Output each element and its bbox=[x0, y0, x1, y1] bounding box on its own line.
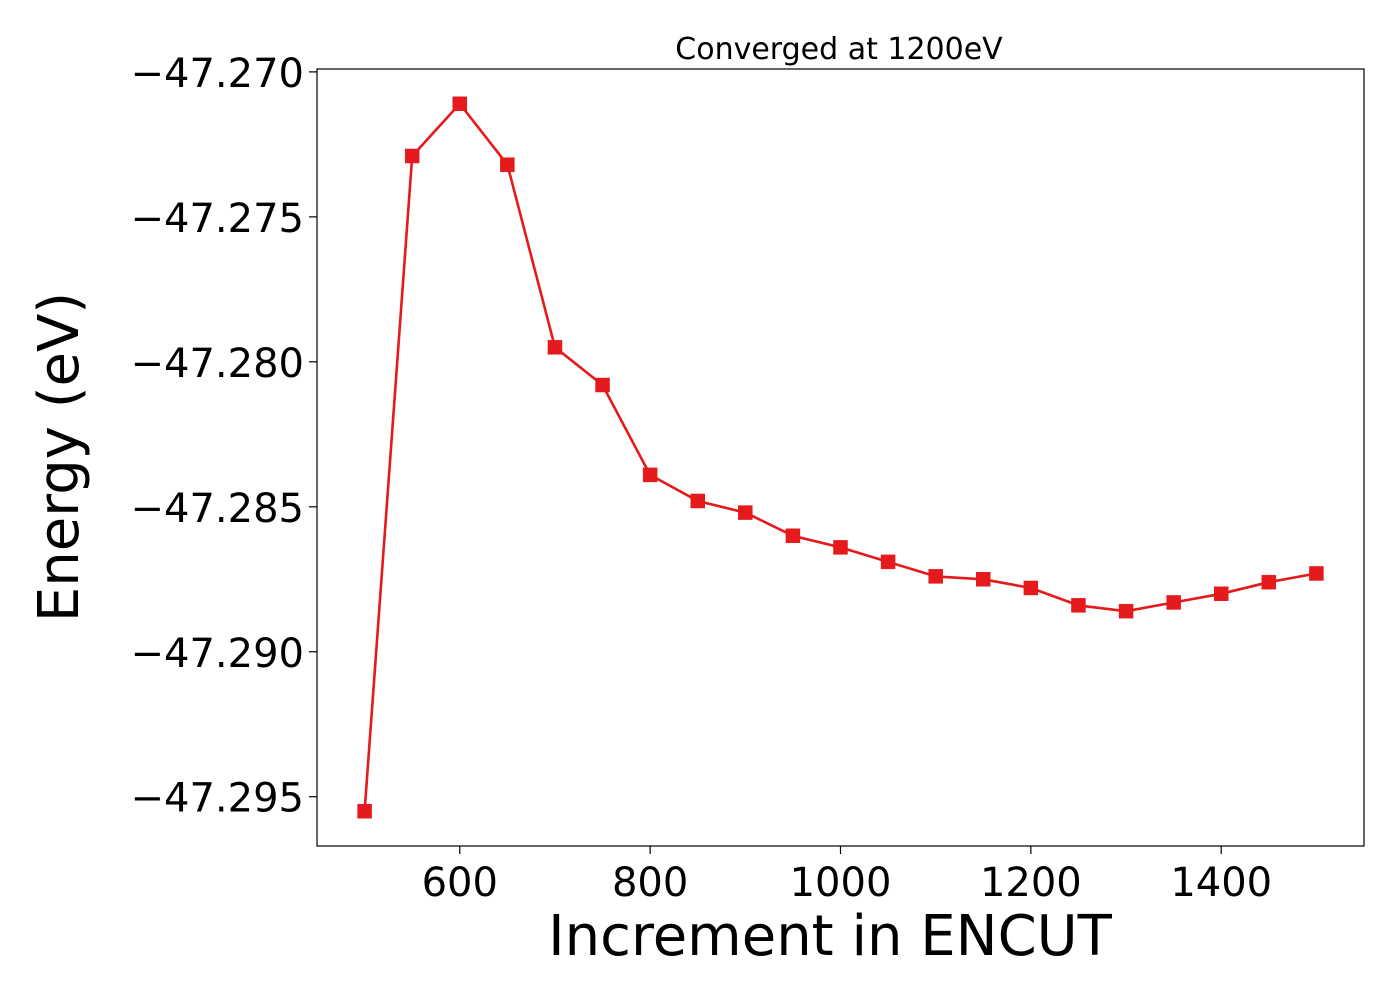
y-tick-label: −47.280 bbox=[131, 341, 304, 387]
data-point-marker bbox=[547, 340, 563, 355]
y-axis: −47.270 −47.275 −47.280 −47.285 −47.290 −47.2… bbox=[131, 51, 317, 822]
data-point-marker bbox=[1071, 598, 1086, 613]
x-tick-label: 1000 bbox=[790, 860, 892, 906]
data-point-marker bbox=[500, 157, 515, 172]
y-tick-label: −47.295 bbox=[131, 776, 304, 822]
data-point-marker bbox=[642, 467, 658, 483]
chart-title: Converged at 1200eV bbox=[675, 32, 1003, 67]
plot-area bbox=[316, 68, 1365, 847]
x-tick-label: 800 bbox=[612, 860, 688, 906]
y-tick-label: −47.285 bbox=[131, 486, 304, 532]
data-point-marker bbox=[1213, 586, 1229, 602]
y-tick-label: −47.275 bbox=[131, 196, 304, 242]
y-tick-label: −47.270 bbox=[131, 51, 304, 97]
x-tick-label: 1400 bbox=[1170, 860, 1272, 906]
x-tick-label: 1200 bbox=[980, 860, 1082, 906]
data-point-marker bbox=[785, 528, 801, 544]
x-axis: 600 800 1000 1200 1400 bbox=[422, 846, 1272, 906]
data-point-marker bbox=[452, 96, 468, 112]
data-point-marker bbox=[595, 377, 610, 393]
data-point-marker bbox=[690, 493, 705, 509]
data-point-marker bbox=[404, 148, 420, 164]
data-point-marker bbox=[1023, 580, 1039, 596]
data-point-marker bbox=[1309, 566, 1324, 581]
x-tick-label: 600 bbox=[422, 860, 498, 906]
data-point-marker bbox=[1261, 574, 1277, 590]
plot-frame bbox=[316, 68, 1365, 847]
data-point-marker bbox=[833, 540, 848, 555]
series-layer bbox=[357, 96, 1324, 819]
data-point-marker bbox=[976, 572, 991, 587]
data-point-marker bbox=[1118, 603, 1134, 619]
data-point-marker bbox=[928, 569, 943, 584]
data-point-marker bbox=[1166, 595, 1181, 610]
x-axis-label: Increment in ENCUT bbox=[548, 904, 1113, 969]
data-point-marker bbox=[357, 803, 372, 819]
data-point-marker bbox=[880, 554, 896, 570]
y-axis-label: Energy (eV) bbox=[27, 292, 92, 622]
y-tick-label: −47.290 bbox=[131, 631, 304, 677]
series-line bbox=[363, 102, 1317, 812]
data-point-marker bbox=[738, 505, 753, 520]
